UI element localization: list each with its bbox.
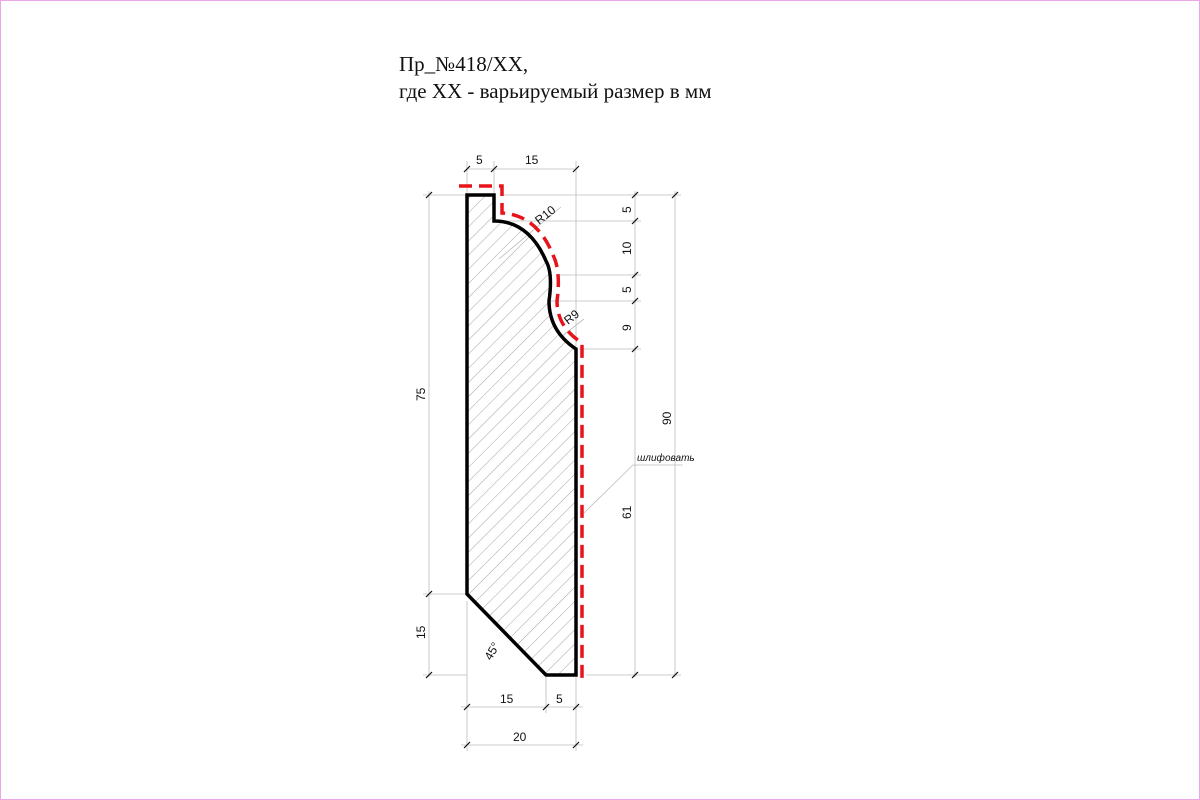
dim-right-10: 10 bbox=[620, 241, 634, 255]
dim-top-15: 15 bbox=[525, 153, 539, 167]
dim-right-5-top: 5 bbox=[620, 206, 634, 213]
dimension-ticks bbox=[425, 165, 679, 749]
dim-left-75: 75 bbox=[414, 387, 428, 401]
title-block: Пр_№418/XX, где XX - варьируемый размер … bbox=[399, 51, 712, 105]
profile-number-title: Пр_№418/XX, bbox=[399, 52, 529, 76]
profile-section bbox=[465, 193, 578, 677]
dim-overall-20: 20 bbox=[513, 730, 527, 744]
dim-left-15: 15 bbox=[414, 625, 428, 639]
dim-overall-90: 90 bbox=[660, 411, 674, 425]
dim-top-5: 5 bbox=[476, 153, 483, 167]
dim-bottom-15: 15 bbox=[500, 692, 514, 706]
radius-r10-label: R10 bbox=[532, 203, 558, 228]
sanding-note: шлифовать bbox=[637, 452, 695, 464]
dim-right-9: 9 bbox=[620, 324, 634, 331]
chamfer-angle-label: 45° bbox=[481, 640, 502, 663]
profile-subtitle: где XX - варьируемый размер в мм bbox=[399, 79, 712, 103]
dim-right-61: 61 bbox=[620, 505, 634, 519]
dim-right-5-mid: 5 bbox=[620, 286, 634, 293]
dim-bottom-5: 5 bbox=[556, 692, 563, 706]
sanding-line bbox=[459, 184, 584, 681]
dimension-lines bbox=[423, 161, 683, 751]
